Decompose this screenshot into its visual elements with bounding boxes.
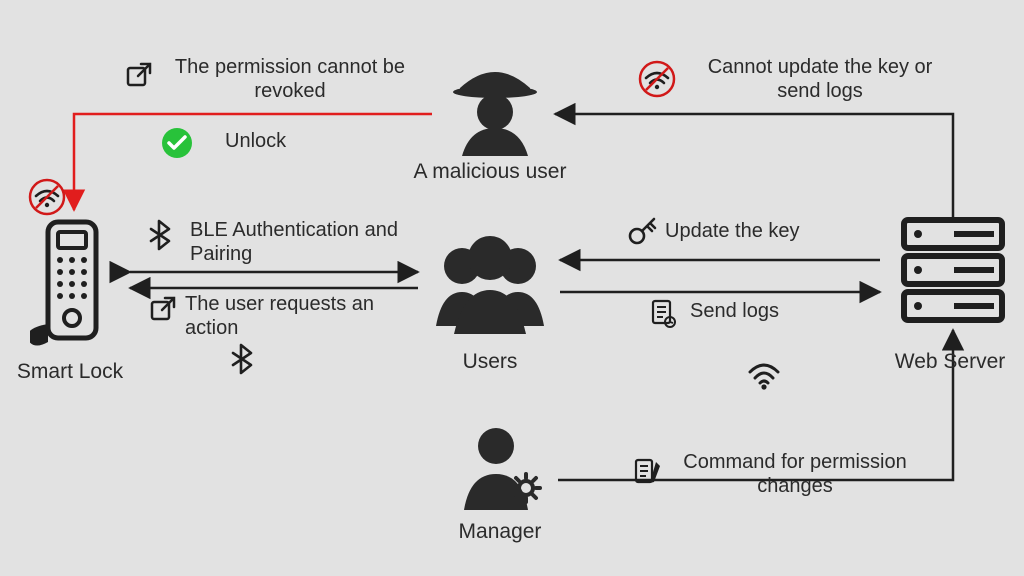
edge-server-to-malicious xyxy=(555,114,953,220)
web-server-icon xyxy=(898,212,1008,332)
smart-lock-icon xyxy=(30,218,110,358)
wifi-off-icon xyxy=(28,178,66,216)
edit-document-icon xyxy=(632,456,664,488)
wifi-icon xyxy=(744,354,784,394)
external-link-icon xyxy=(124,60,154,90)
web-server-label: Web Server xyxy=(885,350,1015,374)
edge-label-update-key: Update the key xyxy=(665,220,865,243)
smart-lock-label: Smart Lock xyxy=(10,360,130,384)
edge-attack-path xyxy=(74,114,432,210)
bluetooth-icon xyxy=(224,342,258,376)
users-icon xyxy=(420,222,560,342)
wifi-off-icon xyxy=(638,60,676,98)
manager-label: Manager xyxy=(445,520,555,544)
bluetooth-icon xyxy=(142,218,176,252)
check-circle-icon xyxy=(160,126,194,160)
log-icon xyxy=(648,298,678,328)
edge-label-unlock: Unlock xyxy=(225,130,345,153)
edge-label-cannot-update: Cannot update the key or send logs xyxy=(695,55,945,103)
edge-label-permission-cmd: Command for permission changes xyxy=(665,450,925,498)
external-link-icon xyxy=(148,294,178,324)
malicious-user-label: A malicious user xyxy=(400,160,580,184)
users-label: Users xyxy=(450,350,530,374)
key-icon xyxy=(626,216,660,250)
edge-label-request: The user requests an action xyxy=(185,292,405,340)
edge-label-ble: BLE Authentication and Pairing xyxy=(190,218,420,266)
edge-label-revoke: The permission cannot be revoked xyxy=(160,55,420,103)
manager-icon xyxy=(452,418,552,518)
malicious-user-icon xyxy=(440,48,550,158)
edge-label-send-logs: Send logs xyxy=(690,300,850,323)
